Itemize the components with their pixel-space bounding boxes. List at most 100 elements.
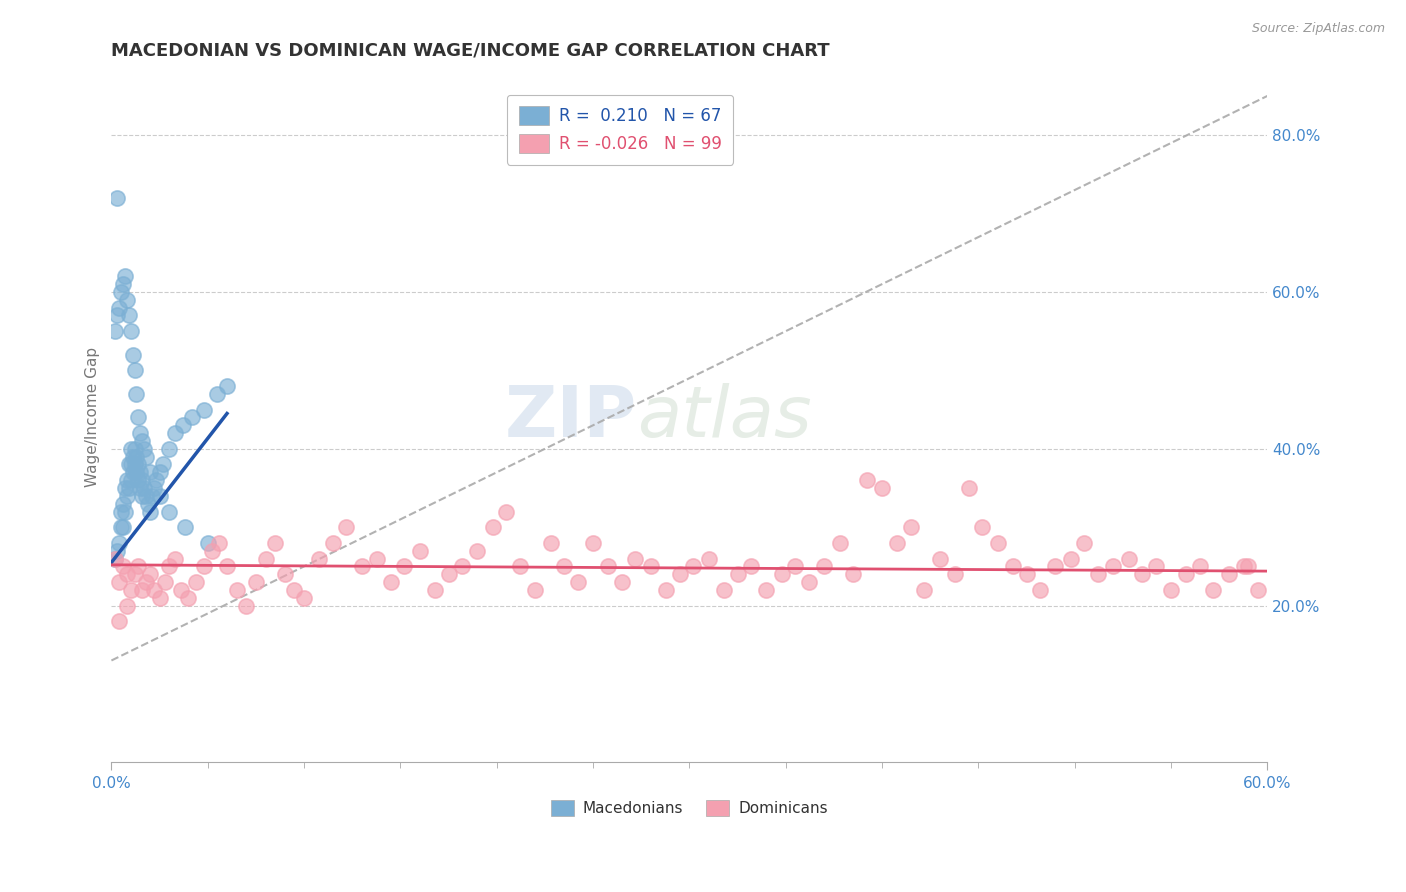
Point	[104, 324, 127, 338]
Point	[727, 567, 749, 582]
Point	[957, 481, 980, 495]
Point	[105, 543, 128, 558]
Text: MACEDONIAN VS DOMINICAN WAGE/INCOME GAP CORRELATION CHART: MACEDONIAN VS DOMINICAN WAGE/INCOME GAP …	[111, 42, 830, 60]
Point	[110, 504, 132, 518]
Point	[131, 582, 153, 597]
Point	[135, 575, 157, 590]
Point	[380, 575, 402, 590]
Point	[785, 559, 807, 574]
Point	[1073, 536, 1095, 550]
Point	[1144, 559, 1167, 574]
Point	[186, 575, 208, 590]
Point	[524, 582, 547, 597]
Point	[181, 410, 204, 425]
Point	[1118, 551, 1140, 566]
Point	[124, 458, 146, 472]
Point	[145, 473, 167, 487]
Point	[131, 473, 153, 487]
Point	[152, 458, 174, 472]
Point	[157, 504, 180, 518]
Point	[610, 575, 633, 590]
Point	[264, 536, 287, 550]
Point	[335, 520, 357, 534]
Point	[111, 277, 134, 292]
Point	[467, 543, 489, 558]
Point	[173, 520, 195, 534]
Point	[408, 543, 430, 558]
Point	[177, 591, 200, 605]
Point	[170, 582, 193, 597]
Point	[437, 567, 460, 582]
Point	[197, 536, 219, 550]
Point	[208, 536, 231, 550]
Point	[1102, 559, 1125, 574]
Point	[111, 497, 134, 511]
Point	[108, 615, 131, 629]
Point	[148, 489, 170, 503]
Point	[350, 559, 373, 574]
Point	[1060, 551, 1083, 566]
Point	[125, 466, 148, 480]
Point	[124, 363, 146, 377]
Point	[115, 599, 138, 613]
Point	[111, 520, 134, 534]
Point	[740, 559, 762, 574]
Point	[870, 481, 893, 495]
Point	[120, 442, 142, 456]
Point	[624, 551, 647, 566]
Point	[114, 481, 136, 495]
Point	[134, 442, 156, 456]
Point	[855, 473, 877, 487]
Legend: Macedonians, Dominicans: Macedonians, Dominicans	[543, 792, 835, 824]
Point	[121, 466, 143, 480]
Point	[322, 536, 344, 550]
Point	[567, 575, 589, 590]
Point	[121, 348, 143, 362]
Point	[225, 582, 247, 597]
Point	[136, 497, 159, 511]
Point	[1218, 567, 1240, 582]
Point	[120, 324, 142, 338]
Point	[912, 582, 935, 597]
Point	[254, 551, 277, 566]
Point	[308, 551, 330, 566]
Point	[114, 504, 136, 518]
Point	[110, 285, 132, 299]
Point	[451, 559, 474, 574]
Point	[943, 567, 966, 582]
Text: ZIP: ZIP	[505, 383, 637, 452]
Point	[283, 582, 305, 597]
Point	[207, 387, 229, 401]
Point	[755, 582, 778, 597]
Point	[129, 426, 152, 441]
Point	[148, 466, 170, 480]
Point	[842, 567, 865, 582]
Point	[120, 473, 142, 487]
Point	[697, 551, 720, 566]
Point	[118, 481, 141, 495]
Point	[495, 504, 517, 518]
Point	[108, 301, 131, 315]
Point	[111, 559, 134, 574]
Point	[118, 309, 141, 323]
Point	[1160, 582, 1182, 597]
Point	[131, 489, 153, 503]
Point	[139, 567, 162, 582]
Point	[127, 559, 149, 574]
Point	[193, 559, 215, 574]
Point	[1202, 582, 1225, 597]
Point	[163, 426, 186, 441]
Point	[108, 575, 131, 590]
Point	[125, 450, 148, 464]
Point	[120, 458, 142, 472]
Point	[157, 442, 180, 456]
Point	[928, 551, 950, 566]
Point	[131, 434, 153, 448]
Point	[215, 379, 238, 393]
Point	[482, 520, 505, 534]
Point	[172, 418, 194, 433]
Point	[640, 559, 662, 574]
Point	[115, 473, 138, 487]
Point	[1015, 567, 1038, 582]
Point	[394, 559, 416, 574]
